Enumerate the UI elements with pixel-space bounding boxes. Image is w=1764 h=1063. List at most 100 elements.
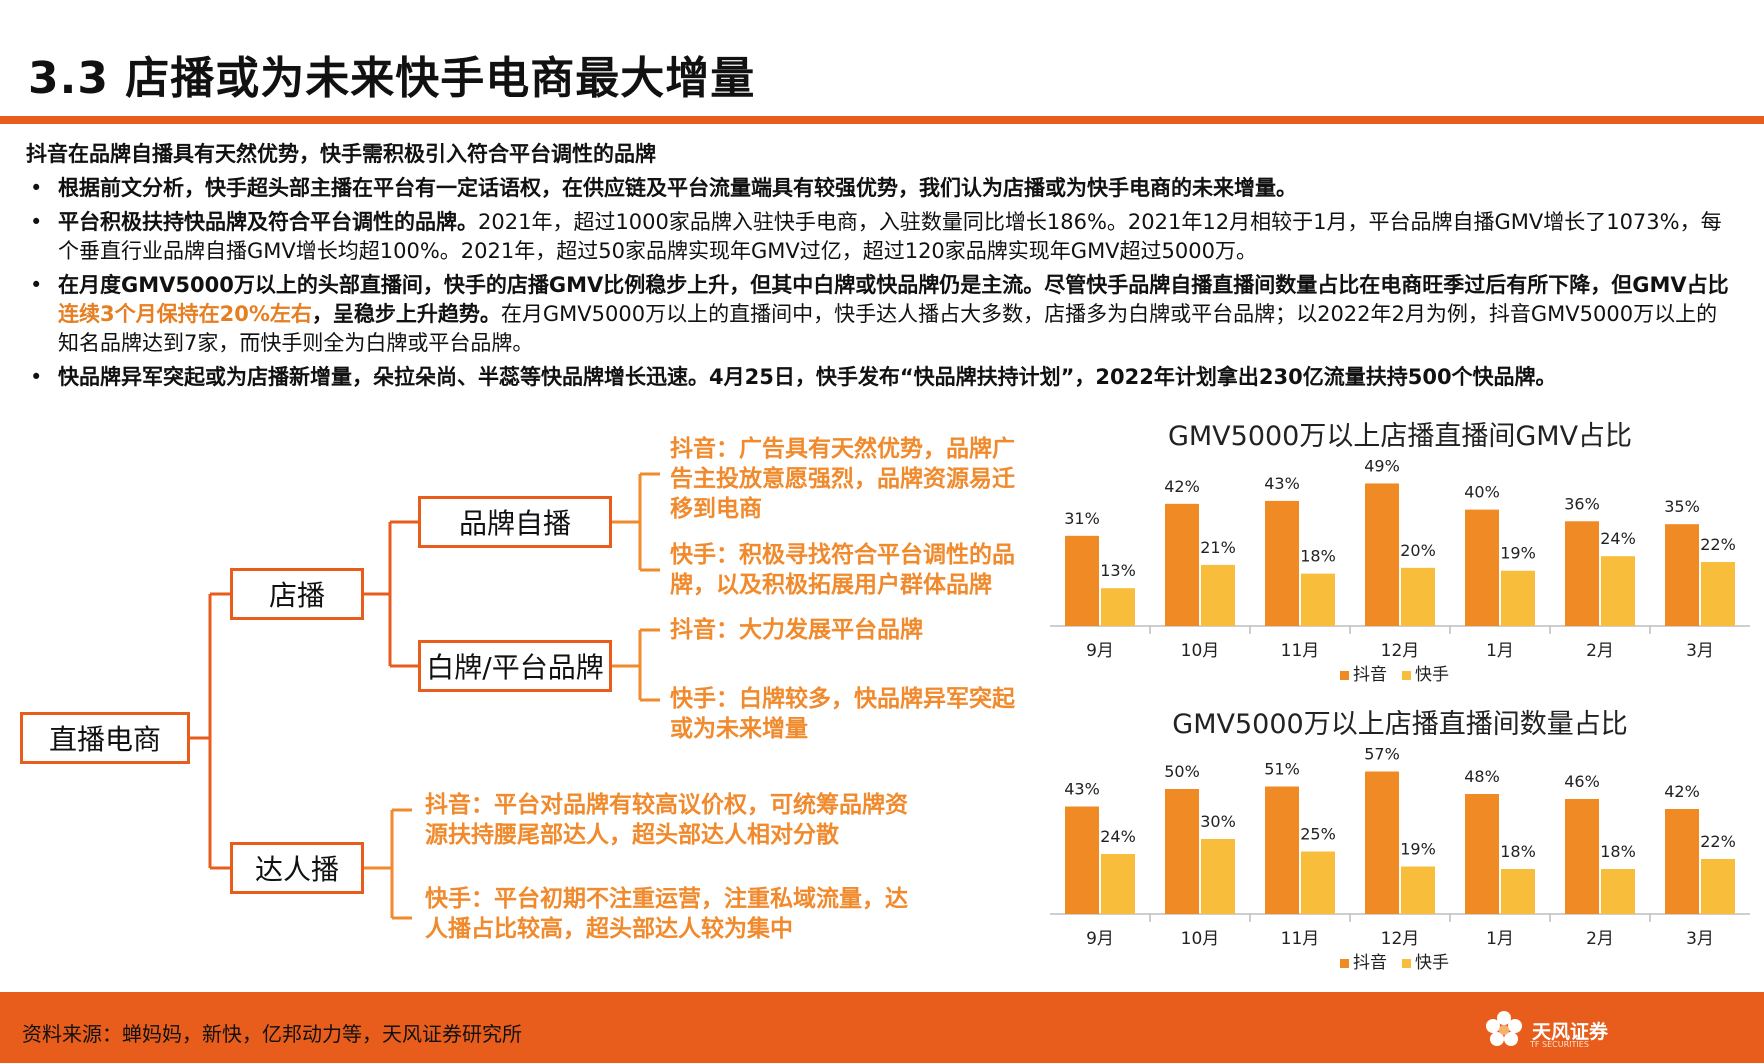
chart-2-bar-douyin xyxy=(1465,794,1499,914)
bullet-marker: • xyxy=(30,365,43,389)
chart-2-data-label: 46% xyxy=(1564,772,1600,791)
chart-2-data-label: 43% xyxy=(1064,780,1100,799)
logo-subtitle: TF SECURITIES xyxy=(1530,1040,1589,1049)
bullet-3-bold-2: ，呈稳步上升趋势。 xyxy=(311,302,501,326)
chart-1-data-label: 43% xyxy=(1264,474,1300,493)
bullet-list: • 根据前文分析，快手超头部主播在平台有一定话语权，在供应链及平台流量端具有较强… xyxy=(26,174,1738,397)
chart-2-data-label: 19% xyxy=(1400,840,1436,859)
chart-1-x-tick-label: 11月 xyxy=(1281,641,1320,661)
note-brand-douyin: 抖音：广告具有天然优势，品牌广告主投放意愿强烈，品牌资源易迁移到电商 xyxy=(670,436,1015,522)
footer-bar xyxy=(0,992,1764,1063)
note-kol-douyin: 抖音：平台对品牌有较高议价权，可统筹品牌资源扶持腰尾部达人，超头部达人相对分散 xyxy=(425,792,908,848)
chart-2-bar-kuaishou xyxy=(1201,839,1235,914)
chart-1-bar-kuaishou xyxy=(1201,564,1235,626)
chart-2-bar-douyin xyxy=(1065,806,1099,914)
note-white-douyin: 抖音：大力发展平台品牌 xyxy=(670,617,923,643)
chart-1-data-label: 40% xyxy=(1464,483,1500,502)
chart-1-data-label: 36% xyxy=(1564,494,1600,513)
chart-1-legend-swatch xyxy=(1402,671,1411,680)
chart-2-title: GMV5000万以上店播直播间数量占比 xyxy=(1172,709,1628,740)
footer-source: 资料来源：蝉妈妈，新快，亿邦动力等，天风证券研究所 xyxy=(22,1022,522,1046)
bullet-1-bold: 根据前文分析，快手超头部主播在平台有一定话语权，在供应链及平台流量端具有较强优势… xyxy=(58,176,1297,200)
chart-2-x-tick-label: 11月 xyxy=(1281,929,1320,949)
chart-1-data-label: 19% xyxy=(1500,544,1536,563)
page-title: 3.3 店播或为未来快手电商最大增量 xyxy=(28,53,756,104)
chart-1-bar-kuaishou xyxy=(1401,567,1435,626)
chart-1-legend-label: 快手 xyxy=(1415,665,1449,685)
chart-1-bar-douyin xyxy=(1565,521,1599,626)
chart-1-data-label: 35% xyxy=(1664,497,1700,516)
chart-1-data-label: 31% xyxy=(1064,509,1100,528)
chart-2-x-tick-label: 2月 xyxy=(1586,929,1614,949)
chart-gmv-share: 31% 13% 9月 42% 21% 10月 43% 18% 11月 49% 20% 12月 40% 19… xyxy=(1050,456,1750,685)
chart-1-bar-douyin xyxy=(1165,503,1199,626)
chart-1-data-label: 18% xyxy=(1300,547,1336,566)
chart-2-legend-swatch xyxy=(1340,959,1349,968)
chart-2-bar-douyin xyxy=(1665,809,1699,914)
chart-2-x-tick-label: 9月 xyxy=(1086,929,1114,949)
chart-1-bar-kuaishou xyxy=(1301,573,1335,626)
chart-1-data-label: 21% xyxy=(1200,538,1236,557)
bullet-marker: • xyxy=(30,273,43,297)
chart-1-data-label: 22% xyxy=(1700,535,1736,554)
chart-count-share: 43% 24% 9月 50% 30% 10月 51% 25% 11月 57% 19% 12月 48% 18… xyxy=(1050,745,1750,973)
bullet-marker: • xyxy=(30,210,43,234)
bullet-3-bold: 在月度GMV5000万以上的头部直播间，快手的店播GMV比例稳步上升，但其中白牌… xyxy=(58,273,1729,297)
chart-2-data-label: 22% xyxy=(1700,832,1736,851)
chart-2-data-label: 30% xyxy=(1200,812,1236,831)
chart-1-bar-douyin xyxy=(1365,483,1399,626)
title-divider xyxy=(0,116,1764,124)
bullet-marker: • xyxy=(30,176,43,200)
chart-2-bar-douyin xyxy=(1165,789,1199,914)
bullet-3-text: 在月GMV5000万以上的直播间中，快手达人播占大多数，店播多为白牌或平台品牌；… xyxy=(58,302,1718,355)
intro-heading: 抖音在品牌自播具有天然优势，快手需积极引入符合平台调性的品牌 xyxy=(26,142,656,166)
chart-2-legend-swatch xyxy=(1402,959,1411,968)
node-white-brand: 白牌/平台品牌 xyxy=(418,640,612,692)
chart-1-data-label: 24% xyxy=(1600,529,1636,548)
chart-2-bar-douyin xyxy=(1565,799,1599,914)
chart-1-data-label: 42% xyxy=(1164,477,1200,496)
node-store-live: 店播 xyxy=(230,568,364,620)
chart-2-data-label: 18% xyxy=(1500,842,1536,861)
chart-1-x-tick-label: 1月 xyxy=(1486,641,1514,661)
bullet-item-4: • 快品牌异军突起或为店播新增量，朵拉朵尚、半蕊等快品牌增长迅速。4月25日，快… xyxy=(26,363,1738,392)
chart-2-bar-kuaishou xyxy=(1501,869,1535,914)
bullet-item-2: • 平台积极扶持快品牌及符合平台调性的品牌。2021年，超过1000家品牌入驻快… xyxy=(26,208,1738,266)
node-brand-self-live: 品牌自播 xyxy=(418,496,612,548)
note-kol-kuaishou: 快手：平台初期不注重运营，注重私域流量，达人播占比较高，超头部达人较为集中 xyxy=(425,886,908,942)
logo-text: 天风证券 xyxy=(1532,1020,1609,1043)
chart-1-legend-label: 抖音 xyxy=(1353,665,1387,685)
chart-1-bar-kuaishou xyxy=(1501,570,1535,626)
bullet-4-bold: 快品牌异军突起或为店播新增量，朵拉朵尚、半蕊等快品牌增长迅速。4月25日，快手发… xyxy=(58,365,1557,389)
chart-2-legend-label: 快手 xyxy=(1415,953,1449,973)
chart-2-x-tick-label: 10月 xyxy=(1181,929,1220,949)
bullet-2-text: 2021年，超过1000家品牌入驻快手电商，入驻数量同比增长186%。2021年… xyxy=(58,210,1722,263)
logo: 天风证券 xyxy=(1482,1006,1642,1054)
chart-2-data-label: 48% xyxy=(1464,767,1500,786)
node-live-commerce: 直播电商 xyxy=(20,712,190,764)
chart-2-data-label: 24% xyxy=(1100,827,1136,846)
chart-2-bar-douyin xyxy=(1265,786,1299,914)
chart-1-data-label: 49% xyxy=(1364,456,1400,475)
chart-2-legend-label: 抖音 xyxy=(1353,953,1387,973)
chart-2-data-label: 25% xyxy=(1300,825,1336,844)
chart-1-bar-kuaishou xyxy=(1601,556,1635,626)
chart-1-x-tick-label: 10月 xyxy=(1181,641,1220,661)
chart-2-data-label: 57% xyxy=(1364,745,1400,764)
chart-2-data-label: 18% xyxy=(1600,842,1636,861)
chart-1-title: GMV5000万以上店播直播间GMV占比 xyxy=(1167,421,1633,452)
chart-1-bar-kuaishou xyxy=(1101,588,1135,626)
chart-1-x-tick-label: 12月 xyxy=(1381,641,1420,661)
chart-1-x-tick-label: 3月 xyxy=(1686,641,1714,661)
chart-1-bar-kuaishou xyxy=(1701,562,1735,626)
bullet-item-3: • 在月度GMV5000万以上的头部直播间，快手的店播GMV比例稳步上升，但其中… xyxy=(26,271,1738,358)
chart-2-bar-douyin xyxy=(1365,771,1399,914)
chart-2-bar-kuaishou xyxy=(1401,866,1435,914)
chart-2-x-tick-label: 1月 xyxy=(1486,929,1514,949)
chart-2-data-label: 42% xyxy=(1664,782,1700,801)
chart-1-bar-douyin xyxy=(1065,535,1099,626)
chart-2-bar-kuaishou xyxy=(1101,854,1135,914)
chart-2-x-tick-label: 3月 xyxy=(1686,929,1714,949)
chart-1-legend-swatch xyxy=(1340,671,1349,680)
bullet-item-1: • 根据前文分析，快手超头部主播在平台有一定话语权，在供应链及平台流量端具有较强… xyxy=(26,174,1738,203)
